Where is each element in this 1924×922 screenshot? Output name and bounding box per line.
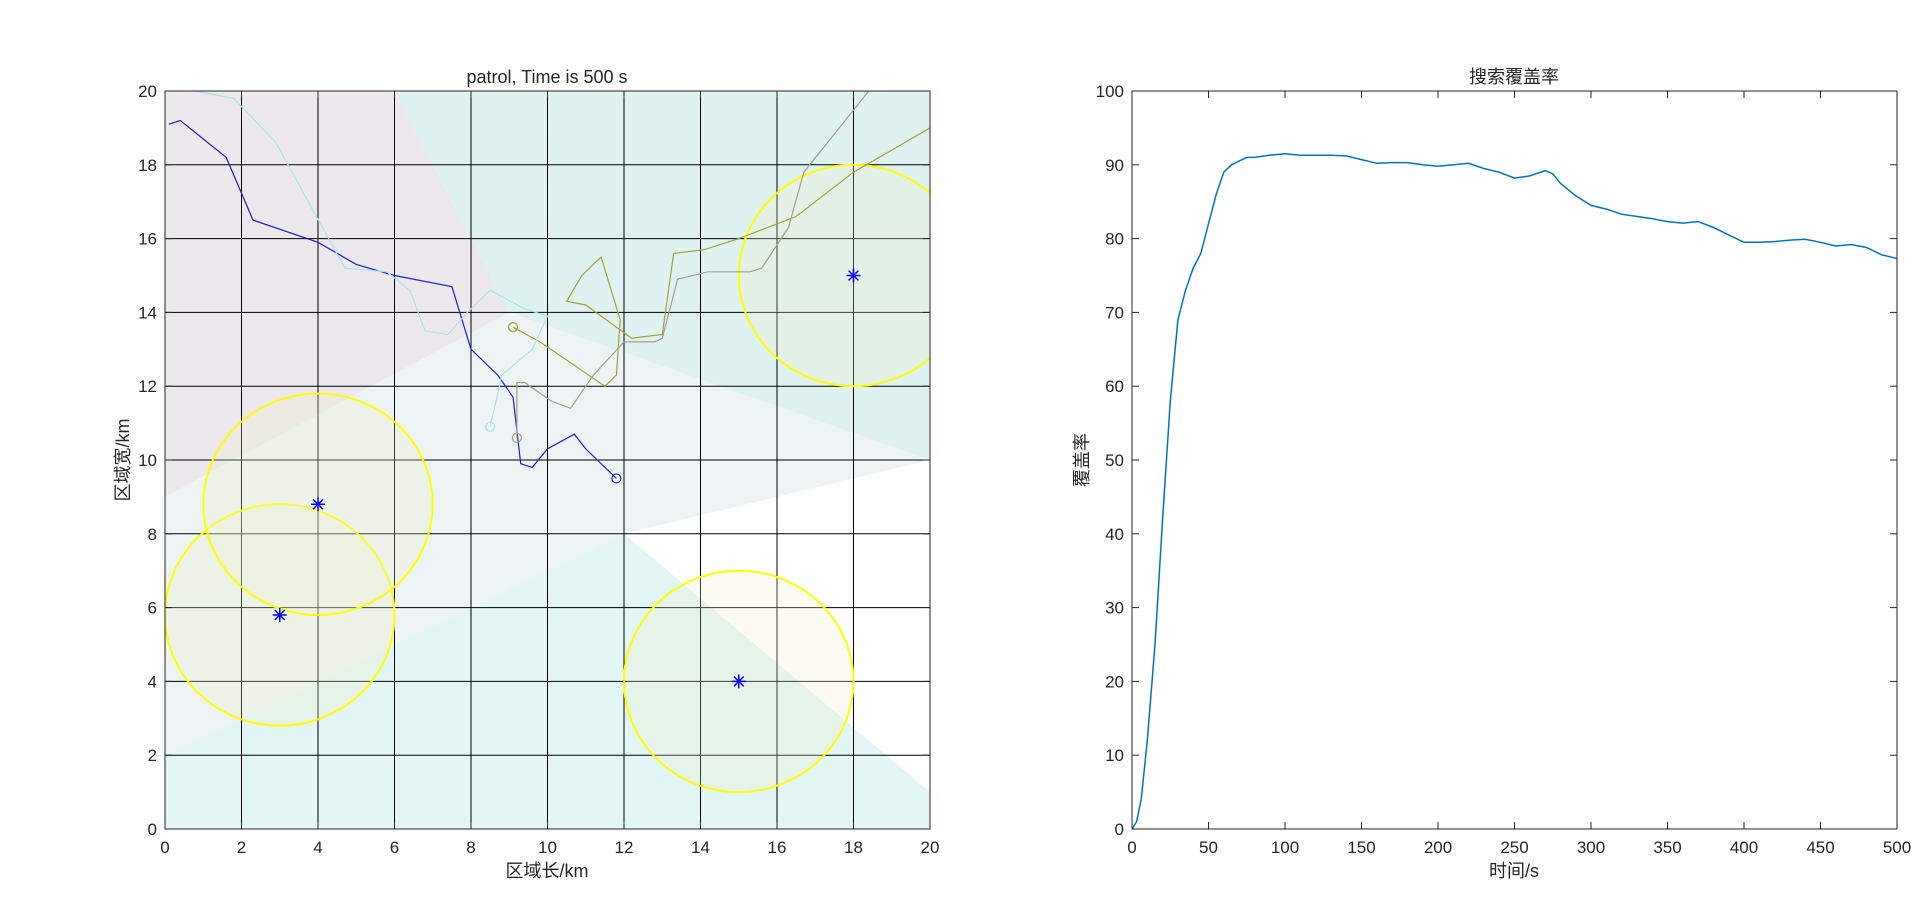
- y-tick-label: 0: [1115, 820, 1124, 839]
- y-tick-label: 100: [1096, 82, 1124, 101]
- y-tick-label: 0: [148, 820, 157, 839]
- x-tick-label: 20: [921, 838, 940, 857]
- y-tick-label: 16: [138, 230, 157, 249]
- x-tick-label: 6: [390, 838, 399, 857]
- map-y-ticks: 0 2 4 6 8 10 12 14 16 18 20: [138, 82, 930, 839]
- x-tick-label: 2: [237, 838, 246, 857]
- coverage-x-axis-label: 时间/s: [1489, 861, 1539, 881]
- x-tick-label: 18: [844, 838, 863, 857]
- trajectory-line: [168, 119, 617, 479]
- y-tick-label: 60: [1105, 377, 1124, 396]
- coverage-series: [1132, 152, 1897, 829]
- x-tick-label: 100: [1271, 838, 1299, 857]
- x-tick-label: 8: [466, 838, 475, 857]
- x-tick-label: 250: [1500, 838, 1528, 857]
- coverage-plot-area: [1132, 91, 1897, 829]
- x-tick-label: 4: [313, 838, 322, 857]
- y-tick-label: 20: [1105, 672, 1124, 691]
- agent-position-marker: [507, 322, 519, 333]
- x-tick-label: 500: [1883, 838, 1911, 857]
- y-tick-label: 12: [138, 377, 157, 396]
- agent-position-marker: [511, 432, 523, 443]
- x-tick-label: 0: [1127, 838, 1136, 857]
- map-y-axis-label: 区域宽/km: [113, 419, 133, 502]
- trajectory-line: [516, 91, 870, 438]
- y-tick-label: 6: [148, 599, 157, 618]
- map-title: patrol, Time is 500 s: [466, 67, 627, 87]
- y-tick-label: 80: [1105, 230, 1124, 249]
- target-asterisk: [731, 674, 746, 689]
- x-tick-label: 14: [691, 838, 710, 857]
- x-tick-label: 350: [1653, 838, 1681, 857]
- coverage-axes: 0 50 100 150 200 250 300 350 400 450 500 0 10 20 30 40…: [1072, 67, 1911, 881]
- x-tick-label: 50: [1199, 838, 1218, 857]
- y-tick-label: 10: [1105, 746, 1124, 765]
- coverage-line: [1132, 152, 1897, 829]
- trajectory-line: [195, 91, 549, 427]
- map-x-axis-label: 区域长/km: [506, 861, 589, 881]
- target-asterisk: [272, 607, 287, 622]
- y-tick-label: 10: [138, 451, 157, 470]
- x-tick-label: 150: [1347, 838, 1375, 857]
- x-tick-label: 450: [1806, 838, 1834, 857]
- y-tick-label: 18: [138, 156, 157, 175]
- x-tick-label: 400: [1730, 838, 1758, 857]
- background-region: [165, 91, 510, 497]
- patrol-map-axes: 0 2 4 6 8 10 12 14 16 18 20 0 2 4 6 8 10 12 14 16 18 20 patr…: [113, 67, 939, 881]
- y-tick-label: 50: [1105, 451, 1124, 470]
- coverage-x-ticks: 0 50 100 150 200 250 300 350 400 450 500: [1127, 91, 1911, 857]
- coverage-y-axis-label: 覆盖率: [1072, 433, 1092, 487]
- x-tick-label: 300: [1577, 838, 1605, 857]
- y-tick-label: 14: [138, 303, 157, 322]
- y-tick-label: 20: [138, 82, 157, 101]
- y-tick-label: 70: [1105, 303, 1124, 322]
- agent-position-marker: [611, 473, 622, 484]
- x-tick-label: 12: [615, 838, 634, 857]
- map-x-ticks: 0 2 4 6 8 10 12 14 16 18 20: [160, 91, 939, 857]
- agent-position-marker: [485, 421, 496, 432]
- target-markers: [272, 268, 861, 689]
- x-tick-label: 10: [538, 838, 557, 857]
- agent-trajectories: [168, 91, 930, 484]
- x-tick-label: 200: [1424, 838, 1452, 857]
- y-tick-label: 30: [1105, 599, 1124, 618]
- target-asterisk: [311, 497, 325, 512]
- x-tick-label: 16: [768, 838, 787, 857]
- y-tick-label: 2: [148, 746, 157, 765]
- y-tick-label: 40: [1105, 525, 1124, 544]
- coverage-y-ticks: 0 10 20 30 40 50 60 70 80 90 100: [1096, 82, 1897, 839]
- background-region: [394, 91, 930, 460]
- y-tick-label: 4: [148, 672, 157, 691]
- y-tick-label: 90: [1105, 156, 1124, 175]
- target-asterisk: [846, 268, 861, 283]
- coverage-title: 搜索覆盖率: [1469, 67, 1559, 87]
- y-tick-label: 8: [148, 525, 157, 544]
- trajectory-line: [512, 127, 930, 387]
- x-tick-label: 0: [160, 838, 169, 857]
